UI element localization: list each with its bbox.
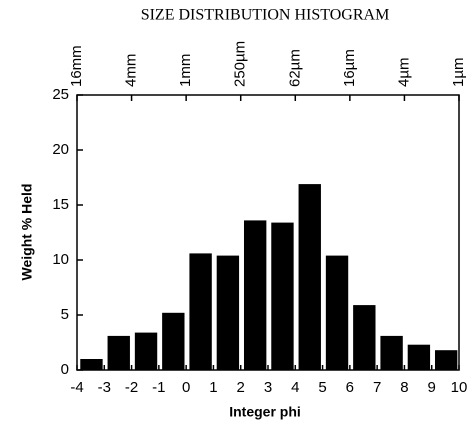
x-tick-label: 6 [346,379,354,396]
x2-tick-label: 250µm [232,41,249,87]
chart-title: SIZE DISTRIBUTION HISTOGRAM [141,7,390,24]
bar [325,255,349,370]
x-axis-label: Integer phi [229,404,301,420]
x2-tick-label: 62µm [286,49,303,87]
x2-tick-label: 4µm [395,58,412,87]
y-tick-label: 5 [61,306,69,323]
x-tick-label: 10 [451,379,468,396]
y-tick-label: 10 [52,251,69,268]
bar [107,335,130,370]
bar [353,305,376,370]
x2-tick-label: 16mm [68,45,85,87]
y-tick-label: 15 [52,196,69,213]
x-tick-label: 7 [373,379,381,396]
x-tick-label: -1 [152,379,165,396]
x-tick-label: 8 [400,379,408,396]
x-tick-label: -4 [70,379,83,396]
bar [80,359,103,370]
bar [407,344,431,370]
bar [298,184,321,370]
x-tick-label: -3 [98,379,111,396]
bar [162,312,185,370]
bar [380,335,403,370]
bar [434,350,458,370]
bar [216,255,240,370]
x-tick-label: 4 [291,379,299,396]
bar [271,222,294,370]
x-tick-label: 9 [428,379,436,396]
y-tick-label: 25 [52,86,69,103]
x2-tick-label: 1µm [450,58,467,87]
y-tick-label: 20 [52,141,69,158]
x-tick-label: -2 [125,379,138,396]
x-tick-label: 1 [209,379,217,396]
x-tick-label: 3 [264,379,272,396]
x-tick-label: 2 [237,379,245,396]
x2-tick-label: 4mm [123,54,140,87]
x-tick-label: 0 [182,379,190,396]
x-tick-label: 5 [318,379,326,396]
bar [189,253,212,370]
y-tick-label: 0 [61,361,69,378]
bar [243,220,267,370]
y-axis-label: Weight % Held [19,184,35,281]
bar [134,332,158,370]
x2-tick-label: 1mm [177,54,194,87]
x2-tick-label: 16µm [341,49,358,87]
plot-frame [76,94,460,371]
